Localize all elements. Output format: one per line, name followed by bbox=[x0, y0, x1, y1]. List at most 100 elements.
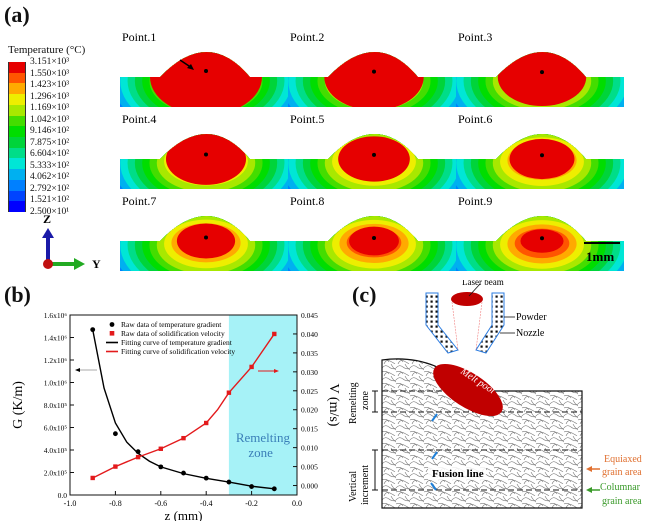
y-left-tick-label: 0.0 bbox=[58, 491, 68, 500]
g-v-chart: -1.0 -0.8 -0.6 -0.4 -0.2 0.0 0.0 2.0x10⁵ 4.0x10⁵… bbox=[11, 311, 340, 521]
measurement-point-dot bbox=[204, 152, 208, 157]
gradient-data-point bbox=[113, 431, 118, 437]
measurement-point-dot bbox=[204, 235, 208, 240]
powder-label: Powder bbox=[516, 312, 547, 323]
melt-pool bbox=[433, 363, 503, 417]
colorbar-swatch bbox=[8, 83, 26, 95]
colorbar-level-label: 1.169×10³ bbox=[30, 103, 70, 114]
colorbar-level-label: 5.333×10² bbox=[30, 160, 70, 171]
measurement-point-dot bbox=[372, 235, 376, 240]
temperature-colorbar: 3.151×10³ 1.550×10³ 1.423×10³ 1.296×10³ 1.16… bbox=[8, 57, 78, 217]
columnar-label-2: grain area bbox=[602, 496, 642, 507]
scale-bar-label: 1mm bbox=[586, 249, 614, 264]
x-tick-label: -1.0 bbox=[64, 499, 77, 508]
gradient-data-point bbox=[90, 327, 96, 333]
point-label: Point.4 bbox=[122, 112, 156, 126]
columnar-label-1: Columnar bbox=[600, 482, 641, 493]
gradient-data-point bbox=[226, 479, 232, 485]
panel-b-label: (b) bbox=[4, 282, 31, 307]
right-axis-arrowhead bbox=[274, 369, 279, 373]
panel-a-label: (a) bbox=[4, 2, 30, 27]
point-label: Point.8 bbox=[290, 194, 324, 208]
z-axis-label: Z bbox=[43, 212, 51, 226]
equiaxed-arrowhead bbox=[586, 466, 592, 472]
colorbar-swatch bbox=[8, 72, 26, 84]
gradient-data-point bbox=[181, 470, 186, 476]
colorbar-swatch bbox=[8, 94, 26, 105]
y-right-tick-label: 0.020 bbox=[301, 406, 318, 415]
colorbar-swatch bbox=[8, 201, 26, 212]
y-right-tick-label: 0.025 bbox=[301, 387, 318, 396]
measurement-point-dot bbox=[540, 153, 544, 158]
z-axis-arrowhead bbox=[42, 228, 54, 238]
colorbar-title: Temperature (°C) bbox=[8, 44, 86, 56]
y-right-tick-label: 0.005 bbox=[301, 463, 318, 472]
point-label: Point.7 bbox=[122, 194, 156, 208]
measurement-point-dot bbox=[372, 69, 376, 74]
colorbar-swatch bbox=[8, 137, 26, 148]
y-left-tick-label: 4.0x10⁵ bbox=[44, 446, 68, 455]
vertical-increment-bracket bbox=[372, 449, 378, 491]
measurement-point-dot bbox=[540, 236, 544, 241]
nozzle-label: Nozzle bbox=[516, 328, 545, 339]
colorbar-level-label: 2.792×10² bbox=[30, 183, 70, 194]
y-left-tick-label: 1.4x10⁶ bbox=[44, 334, 68, 343]
colorbar-swatch bbox=[8, 104, 26, 116]
x-axis-title: z (mm) bbox=[165, 508, 203, 521]
colorbar-swatch bbox=[8, 190, 26, 202]
remelting-zone-label-2: zone bbox=[360, 391, 371, 410]
point-1-arrowhead bbox=[187, 64, 194, 70]
measurement-point-dot bbox=[540, 70, 544, 75]
y-right-tick-label: 0.035 bbox=[301, 349, 318, 358]
contour-plot: Point.3 bbox=[456, 30, 624, 107]
velocity-data-point bbox=[135, 454, 141, 460]
legend-entry: Fitting curve of temperature gradient bbox=[121, 338, 233, 347]
remelting-zone-label-1: Remelting bbox=[236, 430, 291, 445]
point-label: Point.9 bbox=[458, 194, 492, 208]
colorbar-level-label: 9.146×10² bbox=[30, 126, 70, 137]
fusion-line-label-bg bbox=[428, 466, 486, 480]
contour-plot: Point.5 bbox=[288, 112, 456, 189]
y-right-tick-label: 0.015 bbox=[301, 425, 318, 434]
y-right-tick-label: 0.045 bbox=[301, 311, 318, 320]
x-tick-label: -0.4 bbox=[200, 499, 213, 508]
y-left-tick-label: 6.0x10⁵ bbox=[44, 424, 68, 433]
colorbar-swatch bbox=[8, 169, 26, 180]
y-right-tick-label: 0.010 bbox=[301, 444, 318, 453]
legend-marker-circle bbox=[109, 322, 115, 327]
fit-curve bbox=[92, 329, 275, 490]
left-axis-arrowhead bbox=[75, 368, 80, 372]
laser-cone-left bbox=[451, 301, 459, 351]
y-left-tick-label: 8.0x10⁵ bbox=[44, 401, 68, 410]
y-right-tick-label: 0.040 bbox=[301, 330, 318, 339]
legend-entry: Fitting curve of solidification velocity bbox=[121, 347, 235, 356]
velocity-data-point bbox=[90, 475, 95, 481]
contour-plot: Point.6 bbox=[456, 112, 624, 189]
melt-pool-schematic: Laser beam Powder Nozzle Melt pool Fusio… bbox=[348, 280, 642, 509]
growth-arrow-2 bbox=[431, 451, 438, 460]
laser-beam-label: Laser beam bbox=[462, 280, 504, 287]
velocity-data-point bbox=[226, 390, 232, 395]
velocity-data-point bbox=[272, 331, 277, 337]
temperature-contour-grid: Point.1 Point.2 Point.3 Point.4 Point.5 Point… bbox=[120, 30, 624, 271]
colorbar-swatch bbox=[8, 147, 26, 159]
gradient-data-point bbox=[249, 484, 255, 489]
legend-entry: Raw data of solidification velocity bbox=[121, 329, 225, 338]
equiaxed-label-2: grain area bbox=[602, 467, 642, 478]
y-left-tick-label: 1.2x10⁶ bbox=[44, 356, 68, 365]
gradient-data-point bbox=[203, 475, 209, 481]
equiaxed-label-1: Equiaxed bbox=[604, 454, 642, 465]
colorbar-level-label: 1.423×10³ bbox=[30, 80, 70, 91]
point-label: Point.3 bbox=[458, 30, 492, 44]
y-left-tick-label: 2.0x10⁵ bbox=[44, 469, 68, 478]
laser-beam-spot bbox=[451, 292, 483, 306]
remelting-zone-label-2: zone bbox=[248, 445, 273, 460]
point-label: Point.6 bbox=[458, 112, 492, 126]
colorbar-swatch bbox=[8, 126, 26, 137]
colorbar-level-label: 6.604×10² bbox=[30, 149, 70, 160]
x-axis-origin-icon bbox=[43, 259, 53, 269]
x-tick-label: -0.8 bbox=[109, 499, 122, 508]
velocity-data-point bbox=[204, 420, 209, 426]
point-label: Point.5 bbox=[290, 112, 324, 126]
colorbar-level-label: 1.550×10³ bbox=[30, 68, 70, 79]
